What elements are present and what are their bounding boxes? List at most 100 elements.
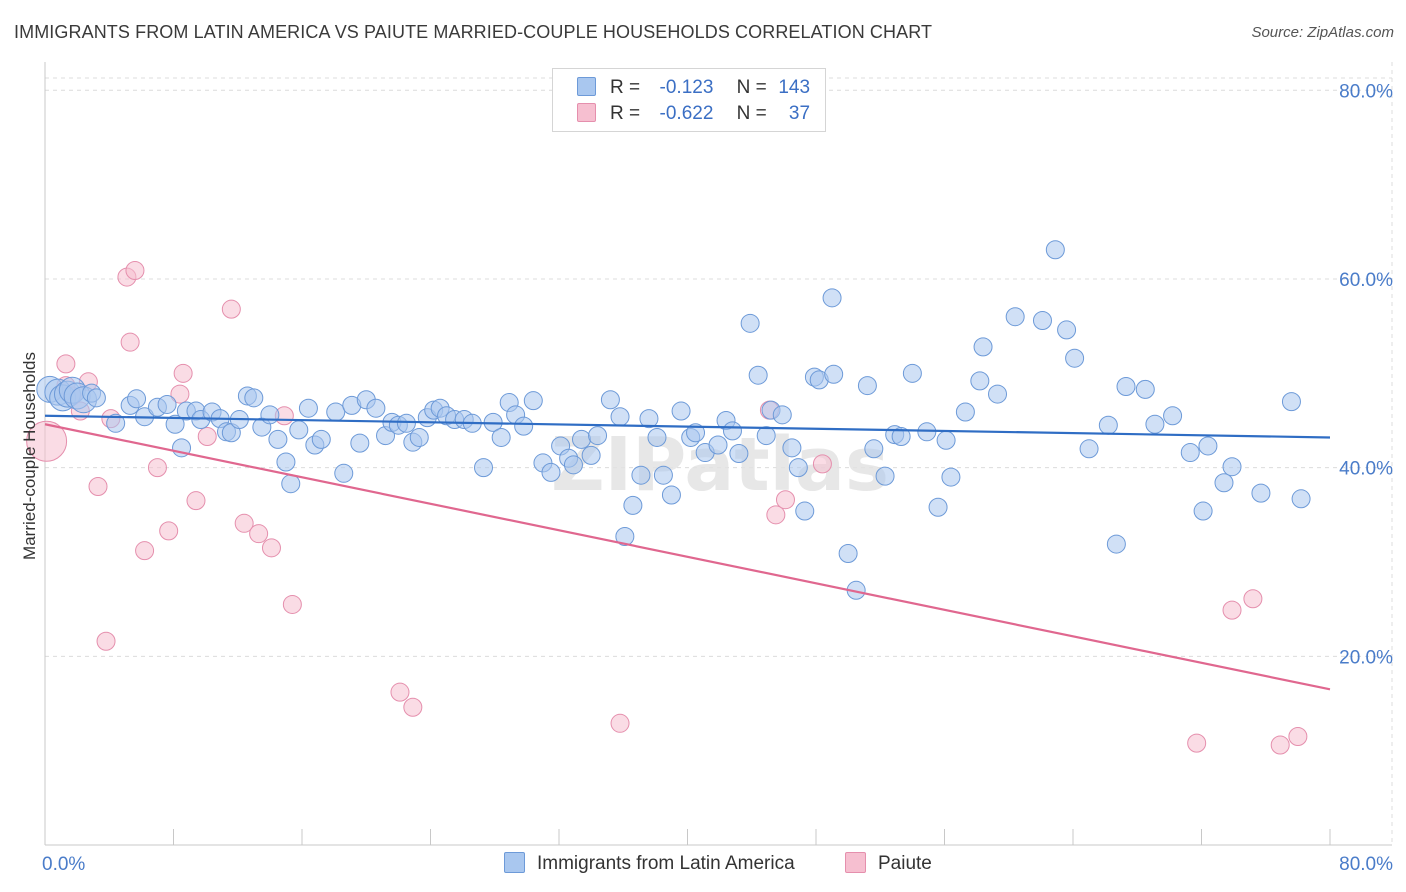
data-point-latin-america bbox=[1251, 483, 1271, 503]
bottom-legend-swatch-blue bbox=[504, 852, 525, 873]
trend-line-paiute bbox=[44, 423, 1331, 691]
data-point-paiute bbox=[197, 427, 217, 447]
data-point-latin-america bbox=[1079, 439, 1099, 459]
data-point-latin-america bbox=[928, 497, 948, 517]
data-point-latin-america bbox=[474, 458, 494, 478]
data-point-paiute bbox=[1270, 735, 1290, 755]
data-point-latin-america bbox=[653, 465, 673, 485]
data-point-latin-america bbox=[268, 429, 288, 449]
data-point-latin-america bbox=[729, 444, 749, 463]
data-point-latin-america bbox=[334, 463, 354, 483]
y-tick-label: 60.0% bbox=[1339, 270, 1393, 291]
data-point-latin-america bbox=[260, 405, 280, 425]
data-point-paiute bbox=[125, 260, 145, 280]
legend-r-value: -0.622 bbox=[659, 103, 714, 124]
data-point-latin-america bbox=[631, 465, 651, 485]
data-point-latin-america bbox=[875, 466, 895, 486]
data-point-paiute bbox=[26, 420, 68, 462]
data-point-latin-america bbox=[1065, 348, 1085, 368]
data-point-latin-america bbox=[276, 452, 296, 472]
data-point-paiute bbox=[88, 477, 108, 497]
data-point-paiute bbox=[96, 631, 116, 651]
data-point-latin-america bbox=[541, 462, 561, 482]
data-point-latin-america bbox=[1198, 436, 1218, 456]
data-point-latin-america bbox=[600, 390, 620, 410]
data-point-paiute bbox=[147, 458, 167, 478]
data-point-latin-america bbox=[523, 391, 543, 411]
series-latin-america-points bbox=[36, 240, 1311, 600]
data-point-latin-america bbox=[1106, 534, 1126, 554]
data-point-latin-america bbox=[891, 427, 911, 447]
data-point-latin-america bbox=[647, 427, 667, 447]
data-point-latin-america bbox=[491, 427, 511, 447]
data-point-latin-america bbox=[289, 420, 309, 440]
data-point-latin-america bbox=[157, 394, 177, 414]
data-point-paiute bbox=[282, 594, 302, 614]
data-point-latin-america bbox=[86, 388, 106, 408]
data-point-paiute bbox=[1222, 600, 1242, 620]
bottom-legend-label: Immigrants from Latin America bbox=[537, 853, 795, 874]
legend-n-label: N = bbox=[736, 103, 767, 124]
data-point-paiute bbox=[221, 299, 241, 319]
data-point-latin-america bbox=[838, 543, 858, 563]
data-point-latin-america bbox=[1005, 307, 1025, 327]
data-point-latin-america bbox=[1116, 377, 1136, 397]
data-point-latin-america bbox=[824, 364, 844, 384]
x-tick-label: 80.0% bbox=[1339, 854, 1393, 875]
data-point-latin-america bbox=[281, 474, 301, 494]
data-point-latin-america bbox=[1057, 320, 1077, 340]
data-point-latin-america bbox=[1180, 443, 1200, 463]
data-point-paiute bbox=[170, 384, 190, 404]
data-point-latin-america bbox=[1222, 457, 1242, 477]
legend-n-value: 143 bbox=[778, 77, 811, 98]
data-point-paiute bbox=[403, 697, 423, 717]
bottom-legend-swatch-pink bbox=[845, 852, 866, 873]
y-tick-label: 20.0% bbox=[1339, 647, 1393, 668]
data-point-latin-america bbox=[563, 455, 583, 475]
chart-source: Source: ZipAtlas.com bbox=[1251, 24, 1394, 41]
legend-n-value: 37 bbox=[788, 103, 811, 124]
legend-swatch-pink bbox=[577, 103, 596, 122]
data-point-paiute bbox=[234, 513, 254, 533]
data-point-latin-america bbox=[1135, 379, 1155, 399]
data-point-latin-america bbox=[722, 421, 742, 441]
data-point-paiute bbox=[1187, 733, 1207, 753]
data-point-paiute bbox=[390, 682, 410, 702]
data-point-latin-america bbox=[822, 288, 842, 308]
correlation-legend: R = -0.123 N = 143 R = -0.622 N = 37 bbox=[552, 68, 826, 132]
data-point-paiute bbox=[812, 454, 832, 474]
data-point-latin-america bbox=[639, 409, 659, 429]
data-point-paiute bbox=[173, 363, 193, 383]
data-point-latin-america bbox=[902, 363, 922, 383]
data-point-latin-america bbox=[973, 337, 993, 357]
data-point-latin-america bbox=[970, 371, 990, 391]
data-point-latin-america bbox=[581, 445, 601, 465]
data-point-latin-america bbox=[1145, 414, 1165, 434]
trend-line-latin-america bbox=[44, 414, 1331, 439]
y-tick-label: 40.0% bbox=[1339, 459, 1393, 480]
data-point-latin-america bbox=[1281, 392, 1301, 412]
data-point-paiute bbox=[159, 521, 179, 541]
trend-lines bbox=[44, 414, 1331, 691]
data-point-latin-america bbox=[708, 435, 728, 455]
data-point-paiute bbox=[261, 538, 281, 558]
chart-title: IMMIGRANTS FROM LATIN AMERICA VS PAIUTE … bbox=[14, 22, 933, 42]
data-point-latin-america bbox=[350, 433, 370, 453]
data-point-paiute bbox=[1288, 727, 1308, 747]
data-point-paiute bbox=[766, 505, 786, 525]
data-point-latin-america bbox=[165, 414, 185, 434]
data-point-latin-america bbox=[571, 429, 591, 449]
data-point-latin-america bbox=[244, 388, 264, 408]
data-point-paiute bbox=[186, 491, 206, 511]
data-point-latin-america bbox=[326, 402, 346, 422]
data-point-latin-america bbox=[686, 423, 706, 443]
data-point-latin-america bbox=[955, 402, 975, 422]
data-point-latin-america bbox=[1163, 406, 1183, 426]
data-point-latin-america bbox=[623, 495, 643, 515]
data-point-paiute bbox=[56, 354, 76, 374]
data-point-latin-america bbox=[772, 405, 792, 425]
data-point-paiute bbox=[1243, 589, 1263, 609]
x-tick-label: 0.0% bbox=[42, 854, 85, 875]
data-point-latin-america bbox=[1098, 415, 1118, 435]
tick-labels: 20.0% 40.0% 60.0% 80.0% 0.0% 80.0% bbox=[42, 81, 1393, 875]
